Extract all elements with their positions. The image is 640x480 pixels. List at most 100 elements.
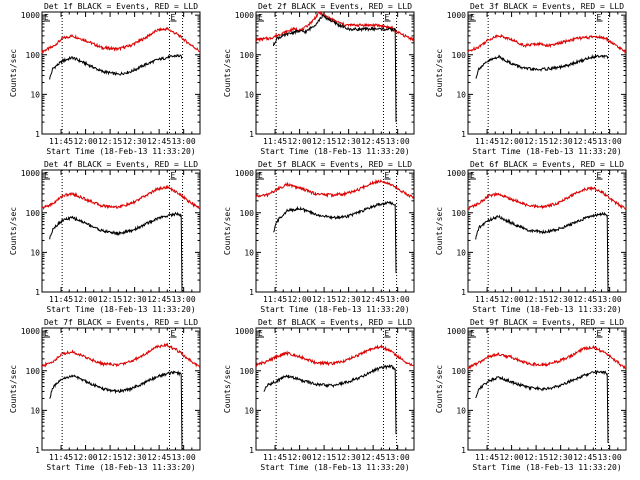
panel-title: Det 9f BLACK = Events, RED = LLD (470, 318, 624, 327)
series-line-lld (467, 33, 627, 55)
y-tick-label: 10 (30, 406, 40, 415)
y-tick-label: 1000 (235, 11, 254, 20)
y-tick-label: 1000 (21, 327, 40, 336)
y-tick-label: 100 (240, 209, 255, 218)
x-tick-label: 12:00 (288, 137, 312, 146)
panel-title: Det 6f BLACK = Events, RED = LLD (470, 160, 624, 169)
corner-marker-label: E (470, 13, 475, 22)
time-marker-label: E (596, 13, 601, 22)
x-tick-label: 12:00 (288, 453, 312, 462)
x-tick-label: 12:30 (549, 453, 573, 462)
series-line-lld (467, 344, 627, 370)
x-tick-label: 11:45 (475, 295, 499, 304)
x-tick-label: 12:30 (549, 295, 573, 304)
y-tick-label: 1 (461, 130, 466, 139)
corner-marker-label: E (44, 329, 49, 338)
panel-title: Det 3f BLACK = Events, RED = LLD (470, 2, 624, 11)
y-tick-label: 10 (244, 248, 254, 257)
corner-marker-label: E (44, 171, 49, 180)
x-tick-label: 12:30 (549, 137, 573, 146)
y-tick-label: 1 (461, 446, 466, 455)
series-line-events (49, 211, 183, 293)
time-marker-label: E (596, 171, 601, 180)
plot-frame (467, 169, 627, 293)
y-tick-label: 10 (244, 90, 254, 99)
y-tick-label: 100 (240, 367, 255, 376)
x-tick-label: 12:45 (361, 453, 385, 462)
x-axis-label: Start Time (18-Feb-13 11:33:20) (260, 305, 409, 314)
panel-title: Det 7f BLACK = Events, RED = LLD (44, 318, 198, 327)
series-line-lld (41, 342, 201, 368)
time-marker-label: E (170, 329, 175, 338)
x-tick-label: 11:45 (49, 295, 73, 304)
panel-title: Det 4f BLACK = Events, RED = LLD (44, 160, 198, 169)
y-tick-label: 100 (240, 51, 255, 60)
panel-det-9f: Det 9f BLACK = Events, RED = LLD 1 10 100 10… (435, 318, 627, 472)
series-line-events (475, 369, 609, 444)
y-axis-label: Counts/sec (9, 49, 18, 97)
y-tick-label: 1 (35, 288, 40, 297)
plot-frame (255, 327, 415, 451)
x-axis-label: Start Time (18-Feb-13 11:33:20) (260, 147, 409, 156)
x-tick-label: 11:45 (475, 453, 499, 462)
x-tick-label: 13:00 (598, 453, 622, 462)
y-tick-label: 100 (452, 51, 467, 60)
series-line-lld (255, 343, 415, 367)
series-line-events (273, 200, 397, 274)
x-axis-label: Start Time (18-Feb-13 11:33:20) (46, 147, 195, 156)
x-tick-label: 12:45 (573, 295, 597, 304)
plot-frame (41, 11, 201, 135)
x-tick-label: 12:30 (337, 453, 361, 462)
x-tick-label: 11:45 (263, 137, 287, 146)
x-tick-label: 12:00 (74, 295, 98, 304)
y-axis-label: Counts/sec (435, 365, 444, 413)
x-tick-label: 12:45 (147, 453, 171, 462)
plot-frame (41, 169, 201, 293)
x-axis-label: Start Time (18-Feb-13 11:33:20) (260, 463, 409, 472)
series-line-events (49, 370, 183, 451)
panel-title: Det 1f BLACK = Events, RED = LLD (44, 2, 198, 11)
panel-det-2f: Det 2f BLACK = Events, RED = LLD 1 10 100 10… (223, 2, 415, 156)
x-tick-label: 13:00 (386, 295, 410, 304)
time-marker-label: E (384, 13, 389, 22)
x-tick-label: 12:45 (573, 137, 597, 146)
y-tick-label: 10 (456, 406, 466, 415)
x-tick-label: 12:30 (123, 137, 147, 146)
x-tick-label: 12:15 (524, 137, 548, 146)
plot-frame (255, 11, 415, 135)
panel-title: Det 5f BLACK = Events, RED = LLD (258, 160, 412, 169)
corner-marker-label: E (470, 171, 475, 180)
x-axis-label: Start Time (18-Feb-13 11:33:20) (472, 305, 621, 314)
series-line-events (475, 211, 609, 293)
plot-frame (41, 327, 201, 451)
y-axis-label: Counts/sec (9, 365, 18, 413)
series-line-lld (255, 179, 415, 200)
corner-marker-label: E (44, 13, 49, 22)
time-marker-label: E (384, 171, 389, 180)
time-marker-label: E (170, 13, 175, 22)
y-axis-label: Counts/sec (223, 49, 232, 97)
y-tick-label: 1000 (235, 327, 254, 336)
y-tick-label: 1000 (447, 11, 466, 20)
x-tick-label: 11:45 (49, 453, 73, 462)
corner-marker-label: E (470, 329, 475, 338)
y-tick-label: 10 (30, 90, 40, 99)
panel-det-8f: Det 8f BLACK = Events, RED = LLD 1 10 100 10… (223, 318, 415, 472)
panel-det-4f: Det 4f BLACK = Events, RED = LLD 1 10 100 10… (9, 160, 201, 314)
series-line-lld (467, 185, 627, 211)
y-axis-label: Counts/sec (223, 365, 232, 413)
x-tick-label: 11:45 (263, 453, 287, 462)
corner-marker-label: E (258, 329, 263, 338)
series-line-lld (255, 10, 415, 43)
x-tick-label: 13:00 (172, 137, 196, 146)
x-tick-label: 12:00 (74, 137, 98, 146)
series-line-events (263, 363, 397, 435)
x-tick-label: 11:45 (475, 137, 499, 146)
y-axis-label: Counts/sec (435, 207, 444, 255)
y-tick-label: 1 (35, 446, 40, 455)
y-tick-label: 1000 (447, 327, 466, 336)
y-tick-label: 100 (26, 51, 41, 60)
y-tick-label: 100 (452, 209, 467, 218)
x-tick-label: 13:00 (386, 137, 410, 146)
